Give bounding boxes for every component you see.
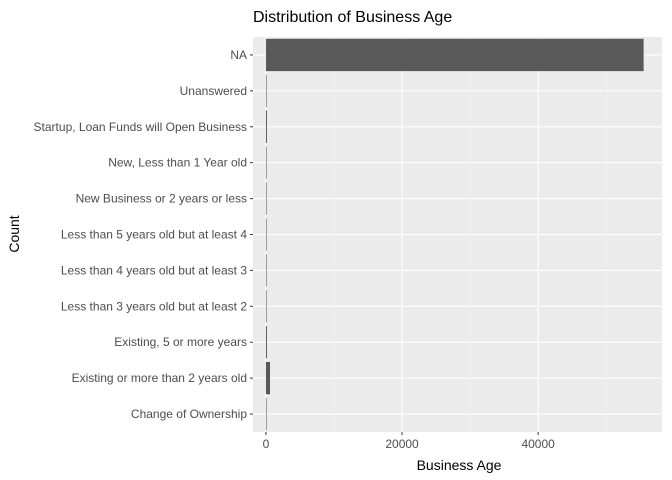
y-tick-label: New, Less than 1 Year old <box>108 156 247 170</box>
y-tick-label: Less than 5 years old but at least 4 <box>61 228 247 242</box>
y-tick-label: Existing, 5 or more years <box>114 335 247 349</box>
bar <box>265 218 267 251</box>
y-axis: NA Unanswered Startup, Loan Funds will Ope… <box>34 48 253 421</box>
bar <box>265 254 267 287</box>
y-tick-label: New Business or 2 years or less <box>76 192 247 206</box>
x-tick-label: 0 <box>263 437 270 451</box>
bar <box>265 361 271 395</box>
y-tick-label: Unanswered <box>180 84 247 98</box>
bar <box>265 290 267 323</box>
bar <box>265 326 267 359</box>
y-tick-label: Less than 4 years old but at least 3 <box>61 263 247 277</box>
x-tick-label: 20000 <box>385 437 419 451</box>
bar <box>265 110 267 143</box>
bar <box>265 38 644 72</box>
bar <box>265 74 267 108</box>
bar <box>265 397 267 431</box>
x-axis-title: Business Age <box>417 457 502 473</box>
x-axis: 0 20000 40000 <box>263 432 555 451</box>
bars <box>265 38 644 431</box>
y-tick-label: Startup, Loan Funds will Open Business <box>34 120 247 134</box>
y-tick-label: Existing or more than 2 years old <box>72 371 247 385</box>
y-tick-label: NA <box>230 48 247 62</box>
grid <box>253 37 662 432</box>
bar <box>265 146 267 179</box>
chart-title: Distribution of Business Age <box>253 9 452 26</box>
x-tick-label: 40000 <box>521 437 555 451</box>
y-tick-label: Change of Ownership <box>131 407 247 421</box>
bar <box>265 182 267 215</box>
y-axis-title: Count <box>6 215 22 252</box>
y-tick-label: Less than 3 years old but at least 2 <box>61 299 247 313</box>
